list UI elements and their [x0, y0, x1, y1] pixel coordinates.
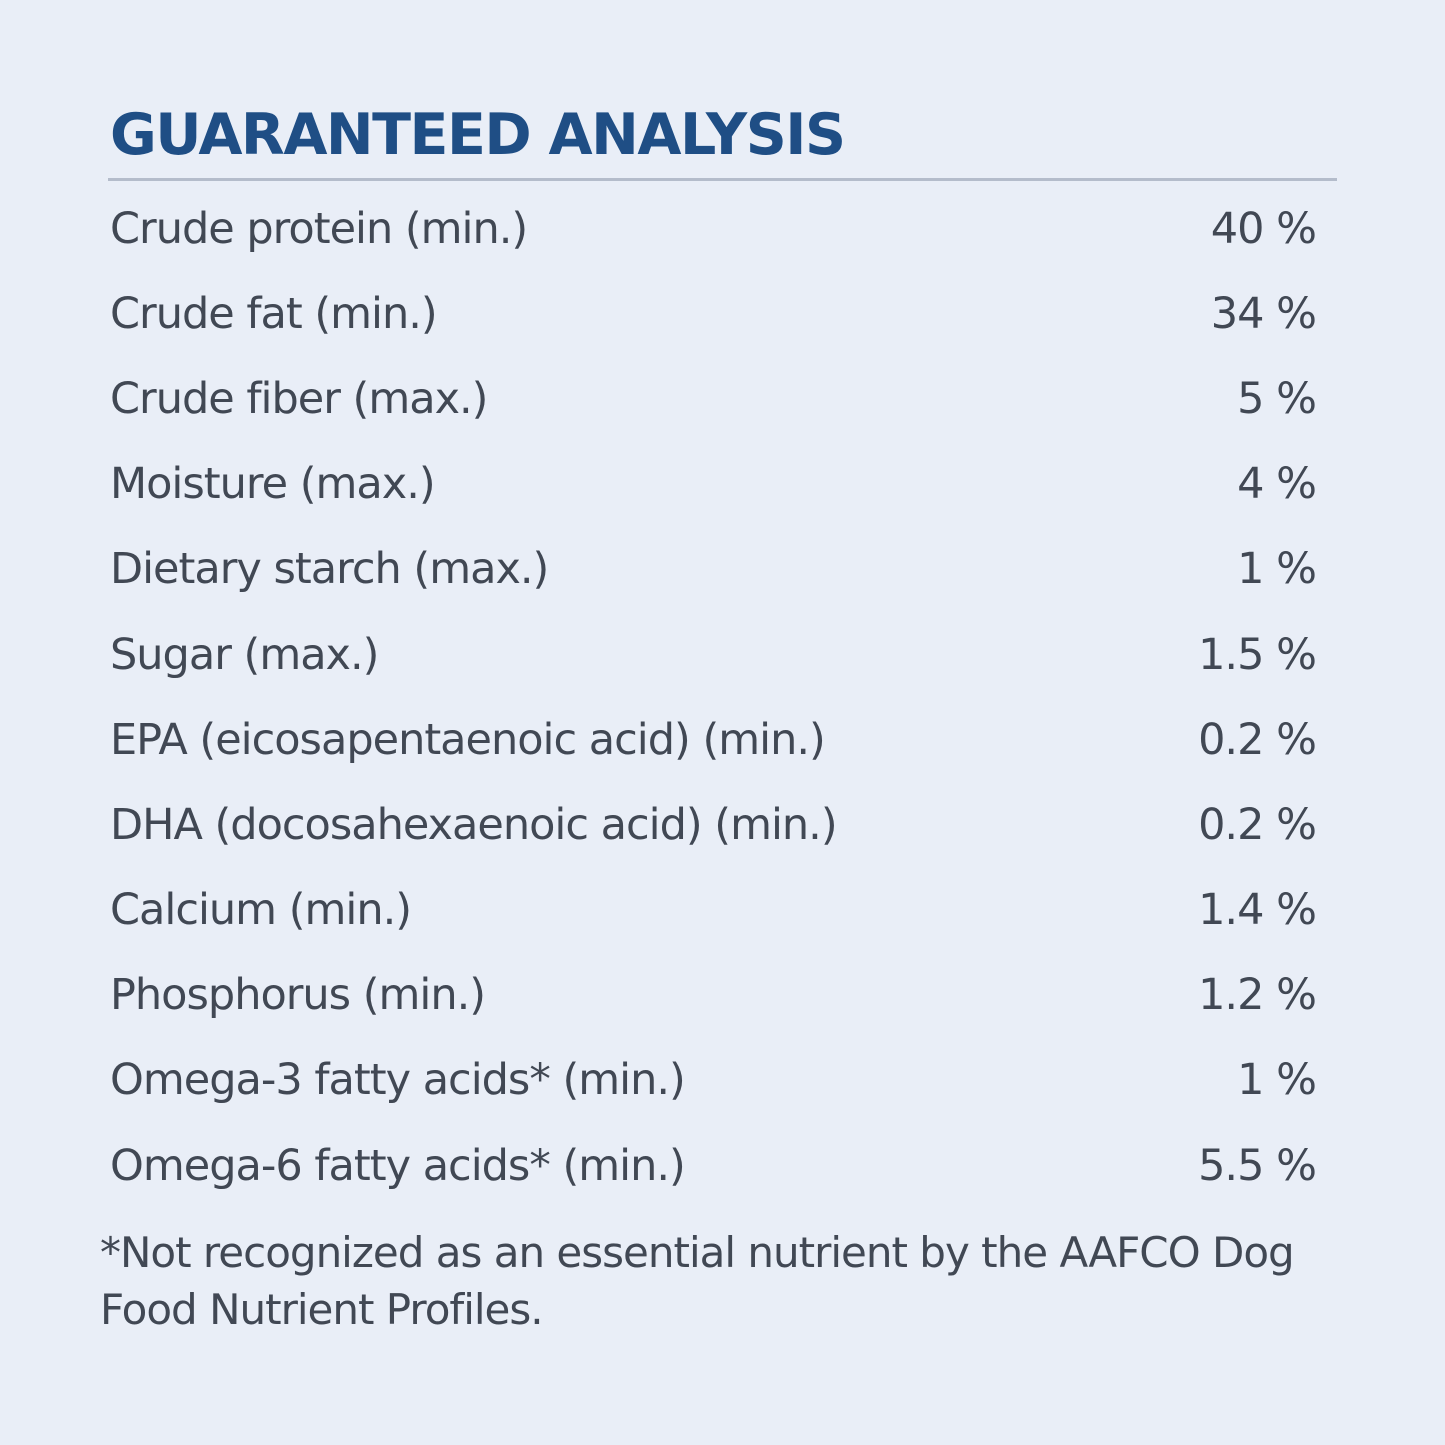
analysis-row: EPA (eicosapentaenoic acid) (min.) 0.2 % — [110, 697, 1317, 782]
nutrient-label: Moisture (max.) — [110, 459, 436, 510]
nutrient-value: 1.2 % — [1198, 970, 1317, 1021]
analysis-row: Sugar (max.) 1.5 % — [110, 612, 1317, 697]
nutrient-label: Sugar (max.) — [110, 629, 379, 680]
analysis-row: Calcium (min.) 1.4 % — [110, 868, 1317, 953]
nutrient-value: 4 % — [1237, 459, 1317, 510]
analysis-row: Crude protein (min.) 40 % — [110, 186, 1317, 271]
analysis-row: Omega-3 fatty acids* (min.) 1 % — [110, 1038, 1317, 1123]
title-divider — [108, 178, 1337, 181]
analysis-row: Crude fat (min.) 34 % — [110, 271, 1317, 356]
nutrient-value: 1.4 % — [1198, 885, 1317, 936]
footnote: *Not recognized as an essential nutrient… — [100, 1228, 1295, 1334]
nutrient-label: Omega-6 fatty acids* (min.) — [110, 1140, 686, 1191]
nutrient-label: EPA (eicosapentaenoic acid) (min.) — [110, 714, 826, 765]
analysis-row: DHA (docosahexaenoic acid) (min.) 0.2 % — [110, 782, 1317, 867]
nutrient-label: Crude protein (min.) — [110, 203, 528, 254]
nutrient-label: Crude fat (min.) — [110, 288, 438, 339]
nutrient-value: 0.2 % — [1198, 799, 1317, 850]
nutrient-value: 5 % — [1237, 373, 1317, 424]
section-title: GUARANTEED ANALYSIS — [110, 102, 846, 168]
nutrient-label: Calcium (min.) — [110, 885, 412, 936]
analysis-list: Crude protein (min.) 40 % Crude fat (min… — [110, 186, 1317, 1208]
nutrient-value: 1 % — [1237, 544, 1317, 595]
nutrient-label: Phosphorus (min.) — [110, 970, 486, 1021]
nutrient-value: 34 % — [1210, 288, 1317, 339]
nutrient-label: Omega-3 fatty acids* (min.) — [110, 1055, 686, 1106]
analysis-row: Moisture (max.) 4 % — [110, 442, 1317, 527]
nutrient-label: Crude fiber (max.) — [110, 373, 488, 424]
nutrient-value: 0.2 % — [1198, 714, 1317, 765]
nutrient-label: DHA (docosahexaenoic acid) (min.) — [110, 799, 838, 850]
nutrient-label: Dietary starch (max.) — [110, 544, 549, 595]
analysis-row: Omega-6 fatty acids* (min.) 5.5 % — [110, 1123, 1317, 1208]
analysis-row: Dietary starch (max.) 1 % — [110, 527, 1317, 612]
nutrient-value: 40 % — [1210, 203, 1317, 254]
nutrient-value: 5.5 % — [1198, 1140, 1317, 1191]
analysis-row: Crude fiber (max.) 5 % — [110, 356, 1317, 441]
analysis-row: Phosphorus (min.) 1.2 % — [110, 953, 1317, 1038]
nutrient-value: 1.5 % — [1198, 629, 1317, 680]
nutrient-value: 1 % — [1237, 1055, 1317, 1106]
